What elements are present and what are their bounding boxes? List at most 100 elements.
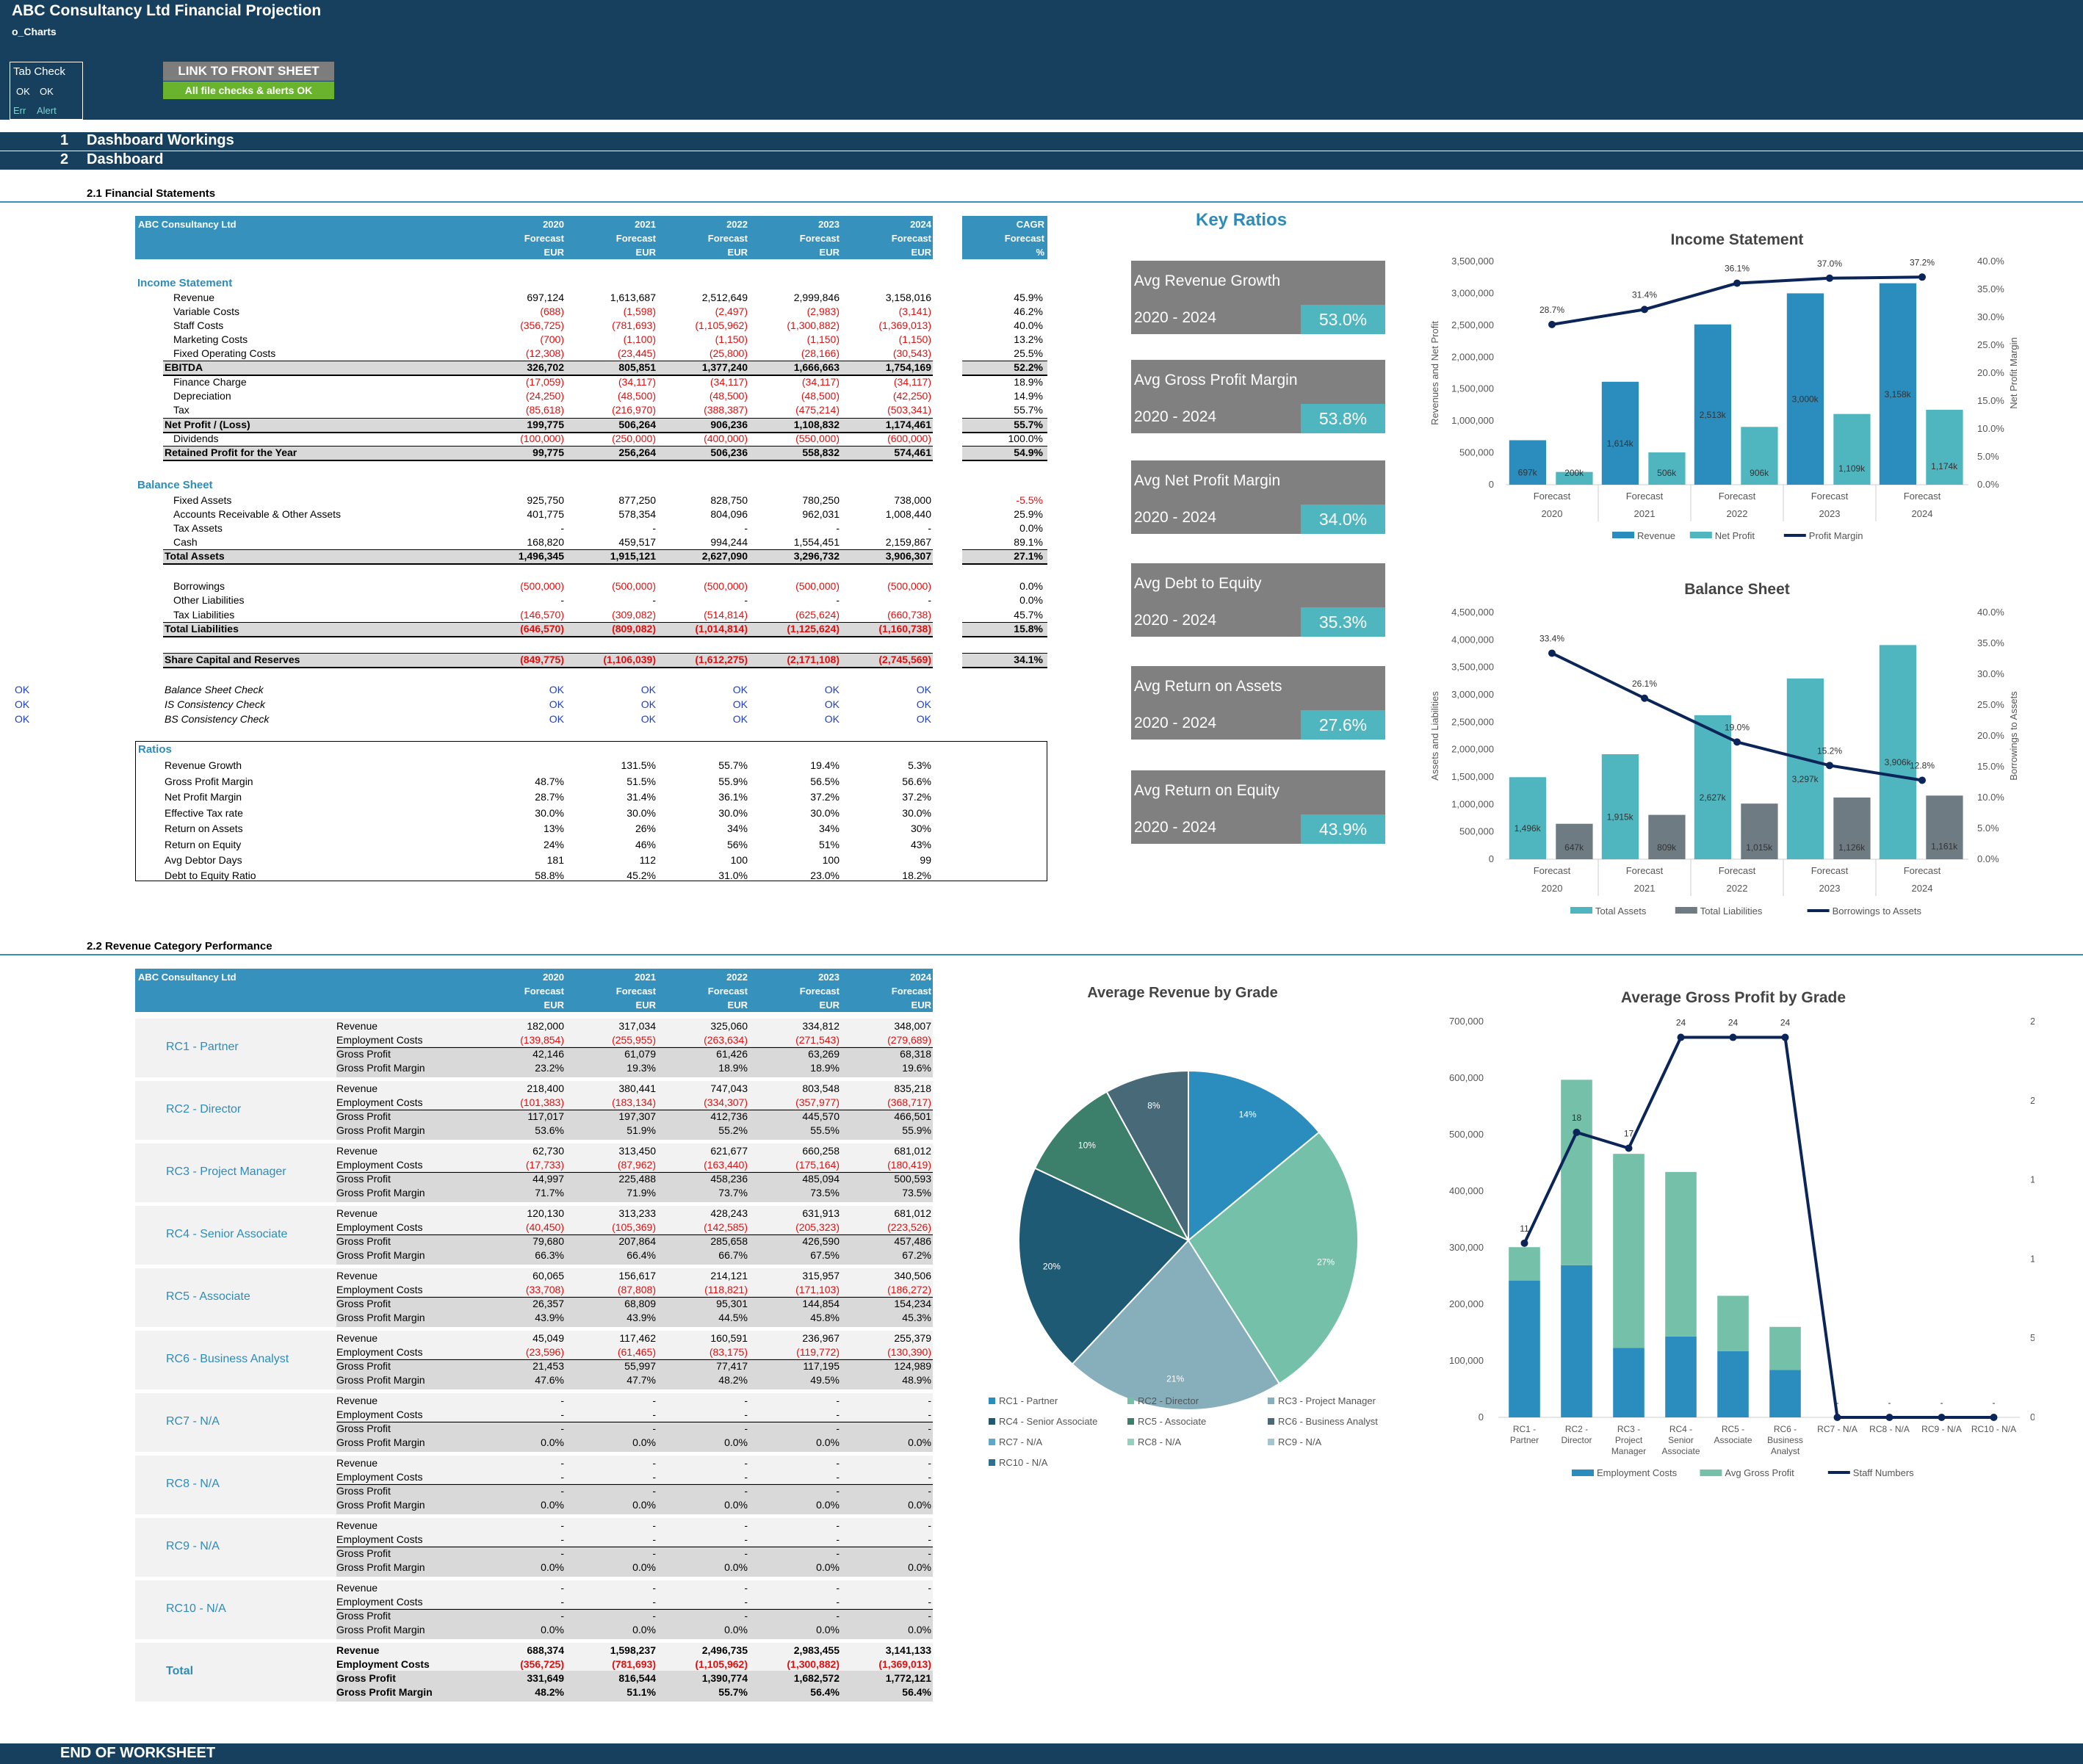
grade-value: - xyxy=(652,1547,656,1559)
total-row-band xyxy=(962,653,1047,668)
y2-tick-label: 0.0% xyxy=(1977,853,1999,864)
year-header: 2024 xyxy=(910,219,931,230)
ratio-label: Net Profit Margin xyxy=(165,791,242,803)
grade-value: 117,462 xyxy=(619,1332,656,1344)
ratio-value: 46% xyxy=(635,839,656,850)
line-item-value: (3,141) xyxy=(898,306,931,317)
ratio-value: 28.7% xyxy=(535,791,564,803)
category-sublabel: Forecast xyxy=(1719,865,1756,876)
section-title: Dashboard Workings xyxy=(87,132,234,148)
line-item-label: Total Liabilities xyxy=(165,623,239,635)
y-tick-label: 1,500,000 xyxy=(1451,383,1494,394)
grade-value: - xyxy=(744,1519,748,1531)
line-item-value: (550,000) xyxy=(795,433,840,444)
grade-value: 63,269 xyxy=(808,1048,840,1060)
total-row-band xyxy=(163,549,933,565)
pie-slice xyxy=(1187,1131,1359,1385)
forecast-header: Forecast xyxy=(615,986,656,997)
y2-tick-label: 25.0% xyxy=(1977,699,2004,710)
section-dashboard[interactable]: 2 Dashboard xyxy=(0,151,2083,170)
grade-value: - xyxy=(652,1471,656,1483)
grade-row-label: Revenue xyxy=(336,1270,378,1282)
grade-value: 43.9% xyxy=(627,1312,656,1323)
category-label: Partner xyxy=(1510,1435,1539,1445)
grade-value: 0.0% xyxy=(632,1561,656,1573)
category-label: Associate xyxy=(1714,1435,1752,1445)
year-header: 2024 xyxy=(910,972,931,983)
line-item-label: Tax Assets xyxy=(173,522,223,534)
cagr-value: 0.0% xyxy=(1019,580,1043,592)
grade-value: 117,195 xyxy=(803,1360,840,1372)
currency-header: EUR xyxy=(819,247,840,258)
y-tick-label: 500,000 xyxy=(1459,447,1494,458)
check-status: OK xyxy=(732,698,748,710)
grade-value: 214,121 xyxy=(710,1270,748,1282)
y2-tick-label: 20.0% xyxy=(1977,367,2004,378)
ratio-value: 31.0% xyxy=(718,870,748,881)
grade-value: (105,369) xyxy=(612,1221,656,1233)
grade-value: (118,821) xyxy=(704,1284,748,1295)
y-tick-label: 600,000 xyxy=(1449,1072,1484,1083)
grade-value: - xyxy=(560,1547,564,1559)
line-data-label: 37.0% xyxy=(1817,259,1842,269)
line-item-value: 168,820 xyxy=(527,536,564,548)
link-to-front-sheet-button[interactable]: LINK TO FRONT SHEET xyxy=(163,62,334,81)
ratio-value: 34% xyxy=(726,823,748,834)
check-status: OK xyxy=(732,713,748,725)
grade-value: 466,501 xyxy=(894,1110,931,1122)
line-item-value: 962,031 xyxy=(802,508,840,520)
bar-net-profit xyxy=(1741,427,1778,485)
grade-value: 68,318 xyxy=(900,1048,931,1060)
y-tick-label: 3,500,000 xyxy=(1451,256,1494,267)
grade-value: - xyxy=(652,1596,656,1608)
line-data-label: 24 xyxy=(1676,1018,1686,1028)
legend-label: Net Profit xyxy=(1715,530,1755,541)
bar-data-label: 2,627k xyxy=(1700,792,1727,803)
y-tick-label: 2,500,000 xyxy=(1451,319,1494,330)
section-title: Dashboard xyxy=(87,151,164,167)
category-label: 2020 xyxy=(1542,883,1563,894)
pie-slice xyxy=(1018,1167,1190,1365)
grade-value: 73.5% xyxy=(810,1187,840,1199)
bar-data-label: 1,015k xyxy=(1746,842,1773,853)
cagr-value: 54.9% xyxy=(1014,447,1043,458)
grade-value: (368,717) xyxy=(887,1096,931,1108)
total-name: Total xyxy=(166,1665,194,1677)
y-tick-label: 2,000,000 xyxy=(1451,351,1494,362)
pie-slice xyxy=(1105,1069,1189,1241)
category-sublabel: Forecast xyxy=(1534,491,1571,502)
y2-tick-label: 0 xyxy=(2030,1411,2035,1423)
category-label: Associate xyxy=(1661,1446,1700,1456)
grade-value: 428,243 xyxy=(710,1207,748,1219)
grade-row-label: Revenue xyxy=(336,1519,378,1531)
total-value: 51.1% xyxy=(627,1686,656,1698)
line-item-label: Borrowings xyxy=(173,580,225,592)
bar-net-profit xyxy=(1926,409,1963,485)
category-label: Analyst xyxy=(1771,1446,1800,1456)
grade-name: RC7 - N/A xyxy=(166,1415,220,1428)
grade-value: - xyxy=(560,1610,564,1622)
fs-company-name: ABC Consultancy Ltd xyxy=(138,219,237,230)
bar-revenue xyxy=(1509,440,1547,485)
forecast-header: Forecast xyxy=(799,233,840,244)
key-ratio-value: 53.0% xyxy=(1301,305,1385,334)
grade-value: 660,258 xyxy=(802,1145,840,1157)
y-tick-label: 0 xyxy=(1489,479,1494,490)
section-dashboard-workings[interactable]: 1 Dashboard Workings xyxy=(0,132,2083,151)
row-rule xyxy=(336,1172,933,1173)
line-item-label: Tax Liabilities xyxy=(173,609,235,621)
cagr-value: 55.7% xyxy=(1014,404,1043,416)
y2-tick-label: 30.0% xyxy=(1977,668,2004,679)
line-item-value: 578,354 xyxy=(618,508,656,520)
y2-tick-label: 10 xyxy=(2030,1253,2035,1264)
total-value: 3,141,133 xyxy=(885,1644,931,1656)
chart-title: Balance Sheet xyxy=(1684,581,1790,598)
grade-value: 49.5% xyxy=(810,1374,840,1386)
grade-row-label: Gross Profit xyxy=(336,1485,391,1497)
total-value: (1,300,882) xyxy=(787,1658,840,1670)
row-rule xyxy=(336,1484,933,1485)
pie-data-label: 8% xyxy=(1147,1101,1160,1111)
line-item-value: (1,369,013) xyxy=(878,319,931,331)
tab-check-box: Tab Check OK OK Err Alert xyxy=(10,62,83,120)
line-item-value: 804,096 xyxy=(710,508,748,520)
